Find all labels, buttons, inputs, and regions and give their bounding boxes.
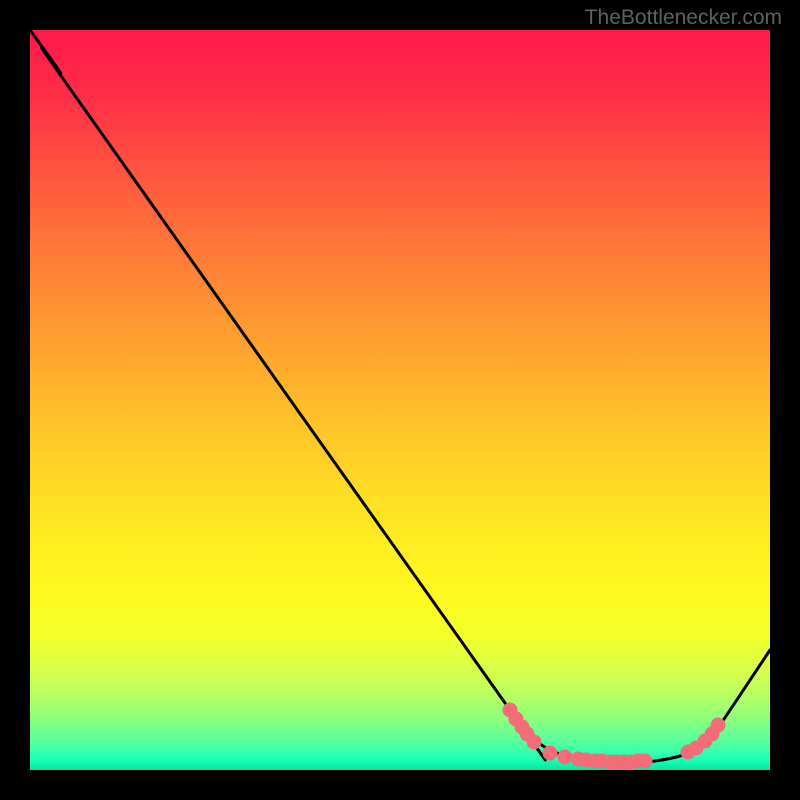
chart-svg — [30, 30, 770, 770]
chart-container — [30, 30, 770, 770]
data-marker — [711, 718, 725, 732]
watermark-text: TheBottlenecker.com — [585, 6, 782, 30]
data-marker — [543, 746, 557, 760]
data-marker — [558, 750, 572, 764]
data-marker — [638, 754, 652, 768]
data-marker — [527, 735, 541, 749]
chart-background — [30, 30, 770, 770]
